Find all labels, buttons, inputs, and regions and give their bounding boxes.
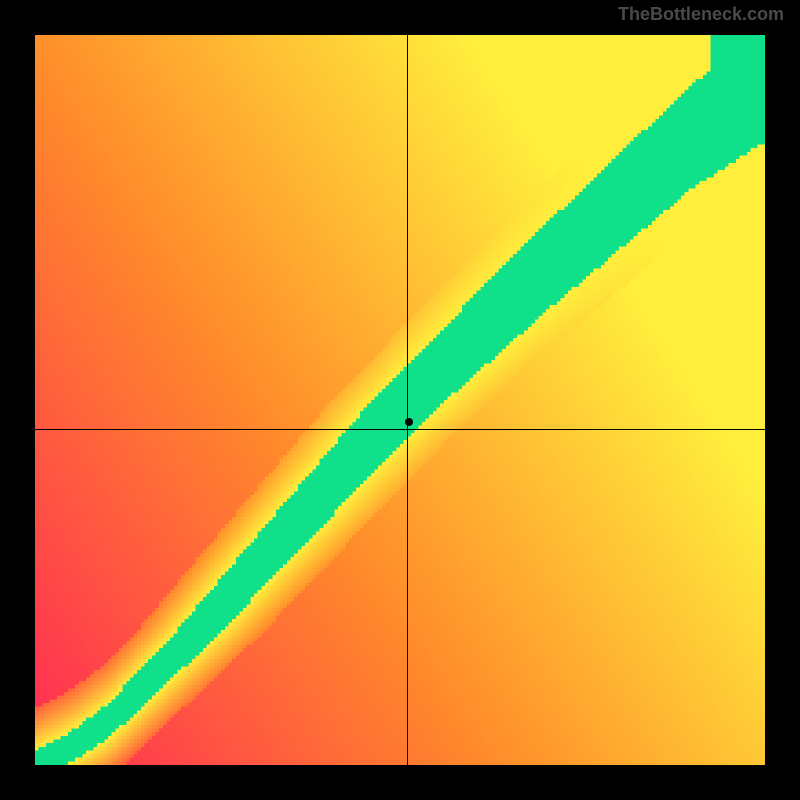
crosshair-vertical: [407, 35, 408, 765]
crosshair-horizontal: [35, 429, 765, 430]
plot-area: [35, 35, 765, 765]
watermark-text: TheBottleneck.com: [618, 4, 784, 25]
heatmap-canvas: [35, 35, 765, 765]
crosshair-marker: [405, 418, 413, 426]
